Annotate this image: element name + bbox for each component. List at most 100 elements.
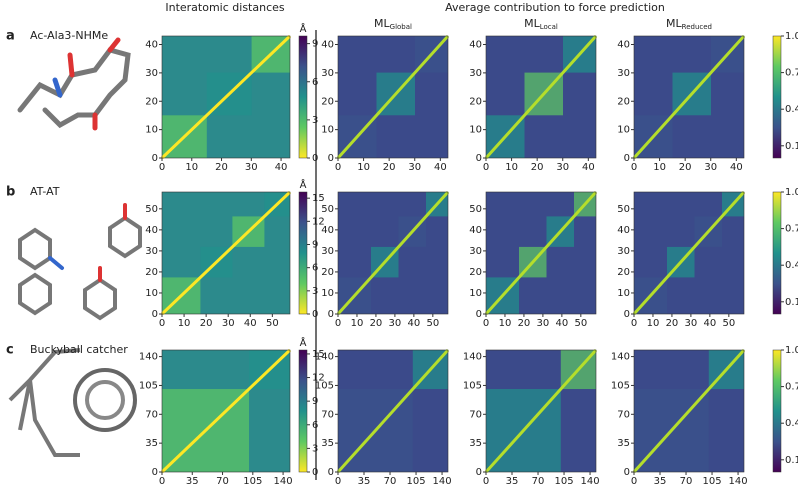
x-tick-label: 70: [532, 476, 545, 485]
x-tick-label: 35: [506, 476, 519, 485]
colorbar-tick-label: 0.7: [785, 224, 798, 235]
y-tick-label: 20: [469, 96, 482, 107]
x-tick-label: 40: [407, 318, 420, 329]
y-tick-label: 40: [469, 40, 482, 51]
x-tick-label: 30: [408, 162, 421, 173]
heatmap-frame: [161, 349, 291, 473]
x-tick-label: 20: [666, 318, 679, 329]
heatmap-diagonal: [484, 190, 598, 316]
x-tick-label: 70: [216, 476, 229, 485]
colorbar-tick-label: 12: [312, 373, 325, 384]
column-title: Average contribution to force prediction: [445, 1, 665, 14]
heatmap-diagonal: [336, 190, 450, 316]
x-tick-label: 50: [426, 318, 439, 329]
y-tick-label: 50: [617, 204, 630, 215]
x-tick-label: 35: [358, 476, 371, 485]
y-tick-label: 40: [145, 40, 158, 51]
colorbar: [772, 349, 782, 473]
x-tick-label: 40: [555, 318, 568, 329]
y-tick-label: 70: [145, 409, 158, 420]
x-tick-label: 0: [335, 318, 341, 329]
y-tick-label: 30: [145, 68, 158, 79]
y-tick-label: 0: [152, 467, 158, 478]
y-tick-label: 0: [476, 153, 482, 164]
y-tick-label: 0: [624, 309, 630, 320]
y-tick-label: 70: [617, 409, 630, 420]
x-tick-label: 0: [483, 318, 489, 329]
y-tick-label: 20: [617, 267, 630, 278]
x-tick-label: 10: [351, 318, 364, 329]
y-tick-label: 105: [611, 380, 630, 391]
heatmap-frame: [337, 191, 449, 315]
heatmap-diagonal: [632, 190, 746, 316]
colorbar-tick-label: 0.7: [785, 382, 798, 393]
colorbar-tick-label: 9: [312, 39, 318, 50]
x-tick-label: 140: [581, 476, 600, 485]
y-tick-label: 30: [145, 246, 158, 257]
colorbar-tick-label: 3: [312, 286, 318, 297]
model-label: MLReduced: [666, 17, 712, 31]
x-tick-label: 105: [243, 476, 262, 485]
colorbar-tick-label: 0.1: [785, 297, 798, 308]
y-tick-label: 70: [321, 409, 334, 420]
x-tick-label: 20: [200, 318, 213, 329]
model-sub: Reduced: [682, 23, 712, 31]
x-tick-label: 40: [275, 162, 288, 173]
y-tick-label: 140: [139, 352, 158, 363]
y-tick-label: 0: [328, 309, 334, 320]
x-tick-label: 0: [335, 162, 341, 173]
x-tick-label: 105: [702, 476, 721, 485]
y-tick-label: 10: [617, 288, 630, 299]
y-tick-label: 35: [145, 438, 158, 449]
colorbar: [298, 35, 308, 159]
y-tick-label: 40: [145, 225, 158, 236]
y-tick-label: 0: [624, 467, 630, 478]
x-tick-label: 70: [384, 476, 397, 485]
x-tick-label: 30: [556, 162, 569, 173]
x-tick-label: 70: [680, 476, 693, 485]
y-tick-label: 20: [321, 267, 334, 278]
x-tick-label: 20: [383, 162, 396, 173]
colorbar-tick-label: 0: [312, 153, 318, 164]
y-tick-label: 40: [321, 225, 334, 236]
y-tick-label: 0: [152, 153, 158, 164]
x-tick-label: 0: [483, 476, 489, 485]
y-tick-label: 35: [469, 438, 482, 449]
x-tick-label: 105: [554, 476, 573, 485]
heatmap-diagonal: [336, 34, 450, 160]
x-tick-label: 40: [244, 318, 257, 329]
x-tick-label: 105: [406, 476, 425, 485]
y-tick-label: 40: [321, 40, 334, 51]
colorbar-tick-label: 0: [312, 309, 318, 320]
colorbar-tick-label: 6: [312, 263, 318, 274]
y-tick-label: 35: [617, 438, 630, 449]
y-tick-label: 105: [315, 380, 334, 391]
y-tick-label: 105: [463, 380, 482, 391]
y-tick-label: 40: [617, 40, 630, 51]
column-title: Interatomic distances: [165, 1, 285, 14]
x-tick-label: 140: [729, 476, 748, 485]
x-tick-label: 40: [582, 162, 595, 173]
x-tick-label: 30: [537, 318, 550, 329]
x-tick-label: 50: [574, 318, 587, 329]
y-tick-label: 50: [469, 204, 482, 215]
x-tick-label: 20: [531, 162, 544, 173]
y-tick-label: 0: [328, 467, 334, 478]
colorbar-tick-label: 1.0: [785, 31, 798, 42]
y-tick-label: 20: [145, 96, 158, 107]
colorbar-tick-label: 15: [312, 193, 325, 204]
colorbar-tick-label: 3: [312, 443, 318, 454]
model-base: ML: [374, 17, 390, 30]
colorbar-tick-label: 0.7: [785, 68, 798, 79]
x-tick-label: 0: [631, 162, 637, 173]
x-tick-label: 20: [370, 318, 383, 329]
x-tick-label: 10: [505, 162, 518, 173]
y-tick-label: 0: [476, 309, 482, 320]
y-tick-label: 10: [469, 125, 482, 136]
colorbar-unit: Å: [300, 22, 307, 35]
colorbar-tick-label: 0.4: [785, 260, 798, 271]
y-tick-label: 40: [469, 225, 482, 236]
colorbar-tick-label: 1.0: [785, 187, 798, 198]
y-tick-label: 30: [469, 68, 482, 79]
x-tick-label: 20: [215, 162, 228, 173]
